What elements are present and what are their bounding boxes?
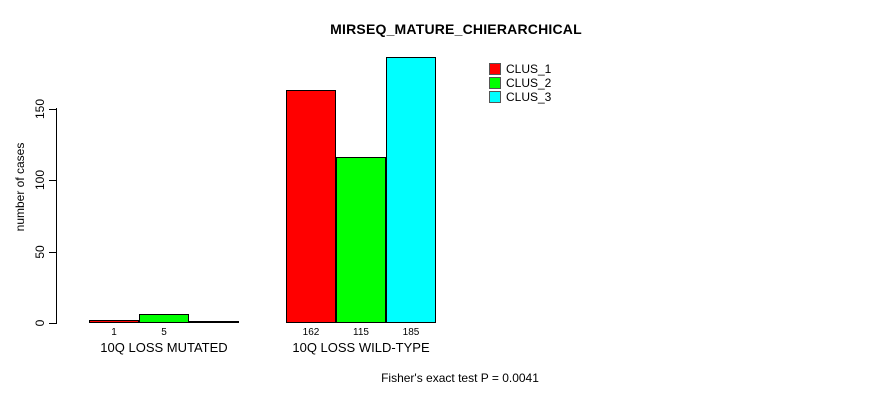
y-tick-mark [49,109,56,110]
category-label: 10Q LOSS WILD-TYPE [292,340,430,355]
legend-label: CLUS_2 [506,76,552,90]
y-axis-label: number of cases [13,142,27,232]
bar [286,90,336,323]
legend-color-swatch [489,91,501,103]
chart-title: MIRSEQ_MATURE_CHIERARCHICAL [330,21,582,37]
y-tick-label: 100 [33,169,47,191]
legend-label: CLUS_3 [506,90,552,104]
legend-row: CLUS_2 [489,77,551,89]
bar [139,314,189,323]
y-tick-mark [49,252,56,253]
legend-row: CLUS_3 [489,91,551,103]
legend-color-swatch [489,77,501,89]
y-axis-line [56,108,57,324]
y-tick-label: 0 [33,319,47,327]
y-tick-mark [49,180,56,181]
category-label: 10Q LOSS MUTATED [100,340,228,355]
bar-value-label: 115 [353,327,369,338]
y-tick-mark [49,323,56,324]
legend-label: CLUS_1 [506,62,552,76]
bar-value-label: 1 [111,327,117,338]
y-tick-label: 150 [33,98,47,120]
bar-value-label: 185 [402,327,420,338]
y-tick-label: 50 [33,245,47,259]
legend-color-swatch [489,63,501,75]
bar [189,321,239,323]
legend-row: CLUS_1 [489,63,551,75]
bar-value-label: 162 [302,327,320,338]
bar [386,57,436,323]
legend: CLUS_1 CLUS_2 CLUS_3 [489,63,551,105]
bar [336,157,386,323]
fisher-test-annotation: Fisher's exact test P = 0.0041 [381,371,539,385]
bar [89,320,139,323]
bar-value-label: 5 [161,327,167,338]
